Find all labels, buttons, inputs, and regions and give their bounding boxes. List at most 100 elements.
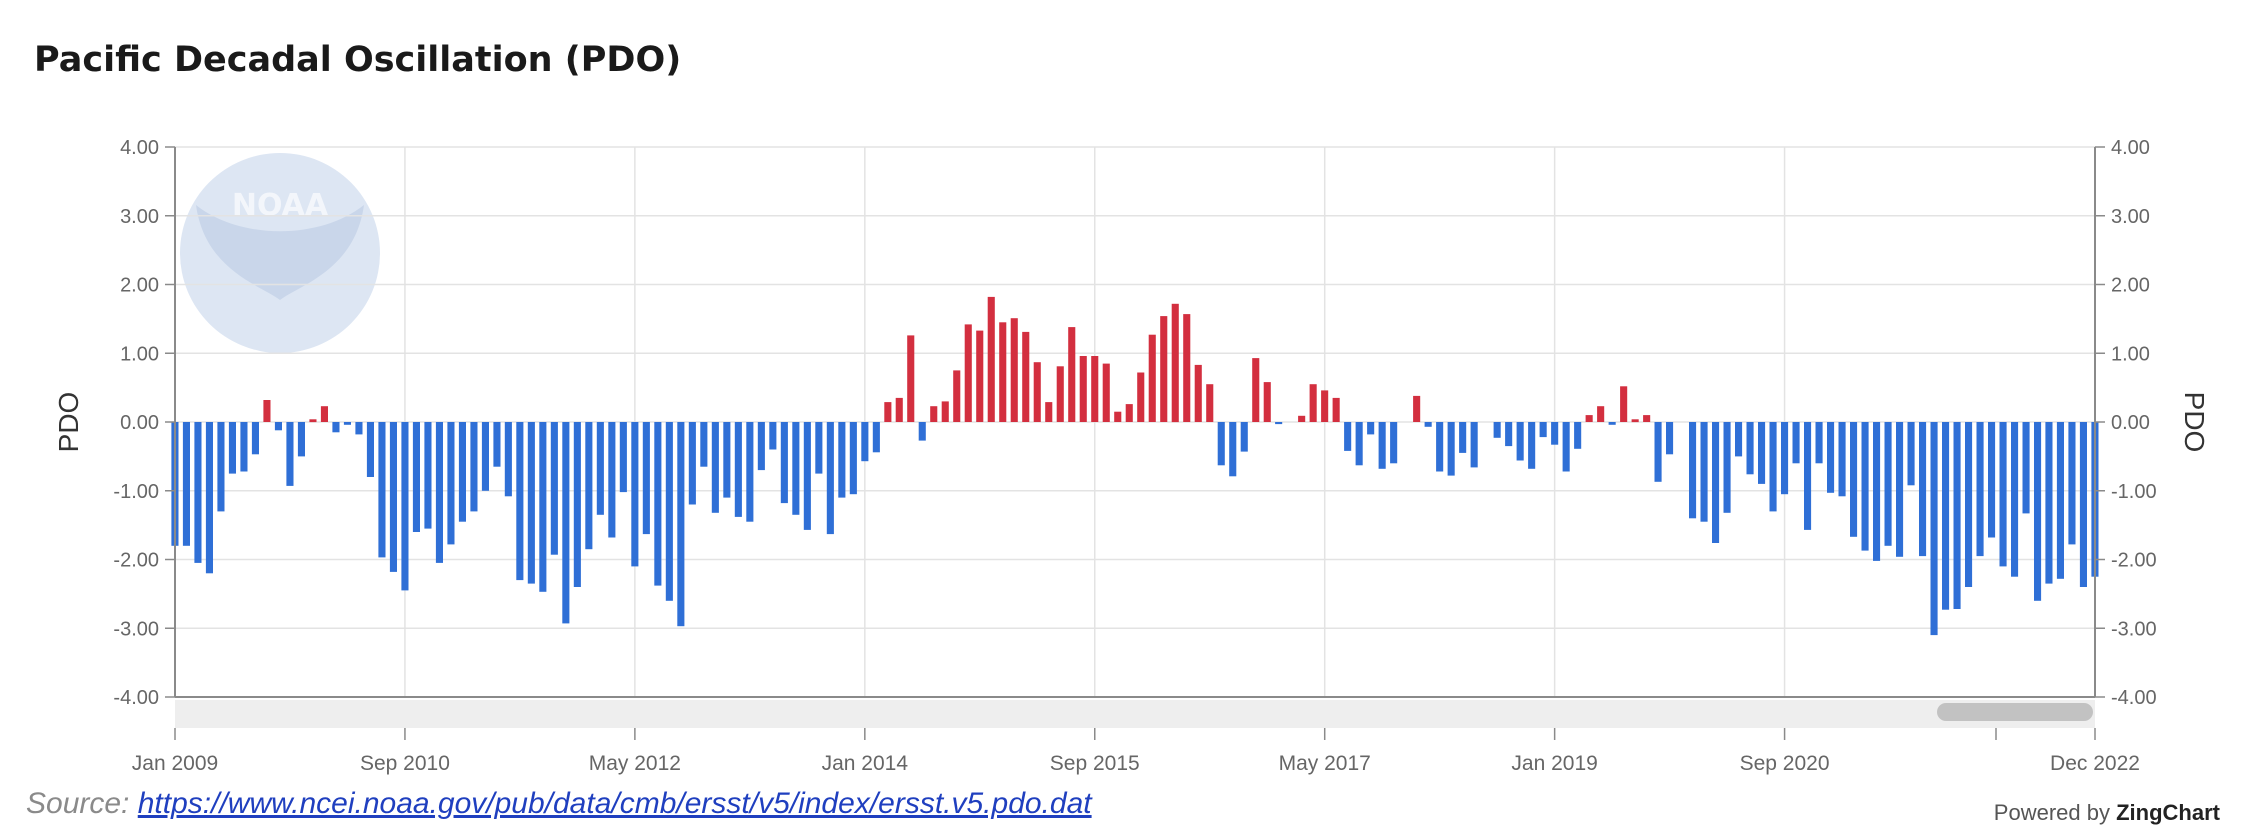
pdo-bar	[1160, 316, 1168, 422]
y-tick-label-left: 0.00	[120, 412, 159, 434]
pdo-bar	[458, 422, 466, 522]
chart-title: Pacific Decadal Oscillation (PDO)	[34, 40, 682, 80]
x-tick-label: May 2012	[589, 752, 681, 775]
pdo-bar	[700, 422, 708, 467]
pdo-bar	[1252, 358, 1260, 422]
scrollbar[interactable]	[175, 700, 2095, 728]
pdo-bar	[1137, 372, 1145, 422]
y-tick-label-right: 1.00	[2111, 343, 2150, 365]
pdo-bar	[907, 335, 915, 422]
y-tick-label-right: 0.00	[2111, 412, 2150, 434]
pdo-bar	[1666, 422, 1674, 455]
pdo-bar	[964, 324, 972, 422]
pdo-bar	[1850, 422, 1858, 537]
pdo-bar	[1792, 422, 1800, 464]
pdo-bar	[780, 422, 788, 504]
source-link[interactable]: https://www.ncei.noaa.gov/pub/data/cmb/e…	[137, 787, 1092, 820]
pdo-bar	[1539, 422, 1547, 438]
pdo-bar	[516, 422, 524, 581]
pdo-bar	[286, 422, 294, 486]
pdo-bar	[838, 422, 846, 498]
pdo-bar	[378, 422, 386, 558]
pdo-bar	[826, 422, 834, 535]
y-tick-label-left: -4.00	[113, 687, 159, 709]
pdo-bar	[1378, 422, 1386, 469]
pdo-bar	[1815, 422, 1823, 464]
pdo-bar	[1528, 422, 1536, 469]
pdo-bar	[746, 422, 754, 522]
pdo-bar	[1930, 422, 1938, 636]
pdo-bar	[1608, 422, 1616, 425]
pdo-bar	[2022, 422, 2030, 514]
noaa-watermark-text: NOAA	[232, 188, 329, 223]
pdo-bar	[1827, 422, 1835, 493]
y-tick-label-right: -1.00	[2111, 481, 2157, 503]
pdo-bar	[504, 422, 512, 497]
pdo-bar	[240, 422, 248, 472]
pdo-bar	[1873, 422, 1881, 561]
x-tick-label: Sep 2015	[1050, 752, 1140, 775]
y-axis-title-left: PDO	[53, 392, 84, 453]
pdo-bar	[1229, 422, 1237, 477]
pdo-bar	[953, 370, 961, 422]
pdo-bar	[1459, 422, 1467, 453]
pdo-bar	[884, 402, 892, 422]
pdo-bar	[424, 422, 432, 529]
pdo-bar	[1367, 422, 1375, 435]
pdo-bar	[1654, 422, 1662, 482]
pdo-bar	[1884, 422, 1892, 546]
pdo-bar	[769, 422, 777, 450]
pdo-bar	[1332, 397, 1340, 422]
pdo-bar	[573, 422, 581, 587]
powered-by[interactable]: Powered by ZingChart	[1994, 800, 2220, 826]
pdo-bar	[1689, 422, 1697, 519]
pdo-bar	[2045, 422, 2053, 584]
pdo-bar	[1240, 422, 1248, 452]
pdo-bar	[355, 422, 363, 435]
pdo-bar	[1965, 422, 1973, 587]
pdo-bar	[1896, 422, 1904, 557]
x-tick-label: Sep 2010	[360, 752, 450, 775]
pdo-bar	[1585, 415, 1593, 422]
pdo-bar	[1551, 422, 1559, 445]
pdo-bar	[1907, 422, 1915, 486]
pdo-bar	[1344, 422, 1352, 451]
pdo-bar	[1206, 384, 1214, 422]
pdo-bar	[1631, 419, 1639, 423]
scrollbar-thumb[interactable]	[1937, 703, 2093, 721]
pdo-bar	[1263, 382, 1271, 422]
pdo-bar	[550, 422, 558, 555]
pdo-bar	[1712, 422, 1720, 543]
pdo-bar	[1183, 314, 1191, 422]
pdo-bar	[205, 422, 213, 574]
y-tick-label-left: 2.00	[120, 275, 159, 297]
pdo-bar	[1861, 422, 1869, 551]
bars	[171, 296, 2099, 636]
pdo-bar	[251, 422, 259, 455]
pdo-bar	[1758, 422, 1766, 484]
pdo-bar	[1045, 402, 1053, 422]
pdo-bar	[1413, 395, 1421, 422]
pdo-bar	[608, 422, 616, 538]
pdo-bar	[297, 422, 305, 457]
y-axis-title-right: PDO	[2179, 392, 2210, 453]
y-tick-label-left: -3.00	[113, 618, 159, 640]
scrollbar-track[interactable]	[175, 700, 2095, 728]
pdo-bar	[332, 422, 340, 433]
pdo-bar	[1838, 422, 1846, 497]
pdo-bar	[1746, 422, 1754, 475]
pdo-bar	[895, 397, 903, 422]
pdo-bar	[1068, 327, 1076, 422]
pdo-bar	[1390, 422, 1398, 464]
pdo-bar	[815, 422, 823, 474]
pdo-bar	[309, 419, 317, 423]
pdo-bar	[1125, 404, 1133, 422]
pdo-bar	[1171, 303, 1179, 423]
pdo-bar	[194, 422, 202, 563]
powered-prefix: Powered by	[1993, 800, 2110, 825]
pdo-bar	[1470, 422, 1478, 468]
pdo-bar	[711, 422, 719, 513]
pdo-bar	[562, 422, 570, 624]
y-tick-label-right: -4.00	[2111, 687, 2157, 709]
pdo-bar	[366, 422, 374, 477]
